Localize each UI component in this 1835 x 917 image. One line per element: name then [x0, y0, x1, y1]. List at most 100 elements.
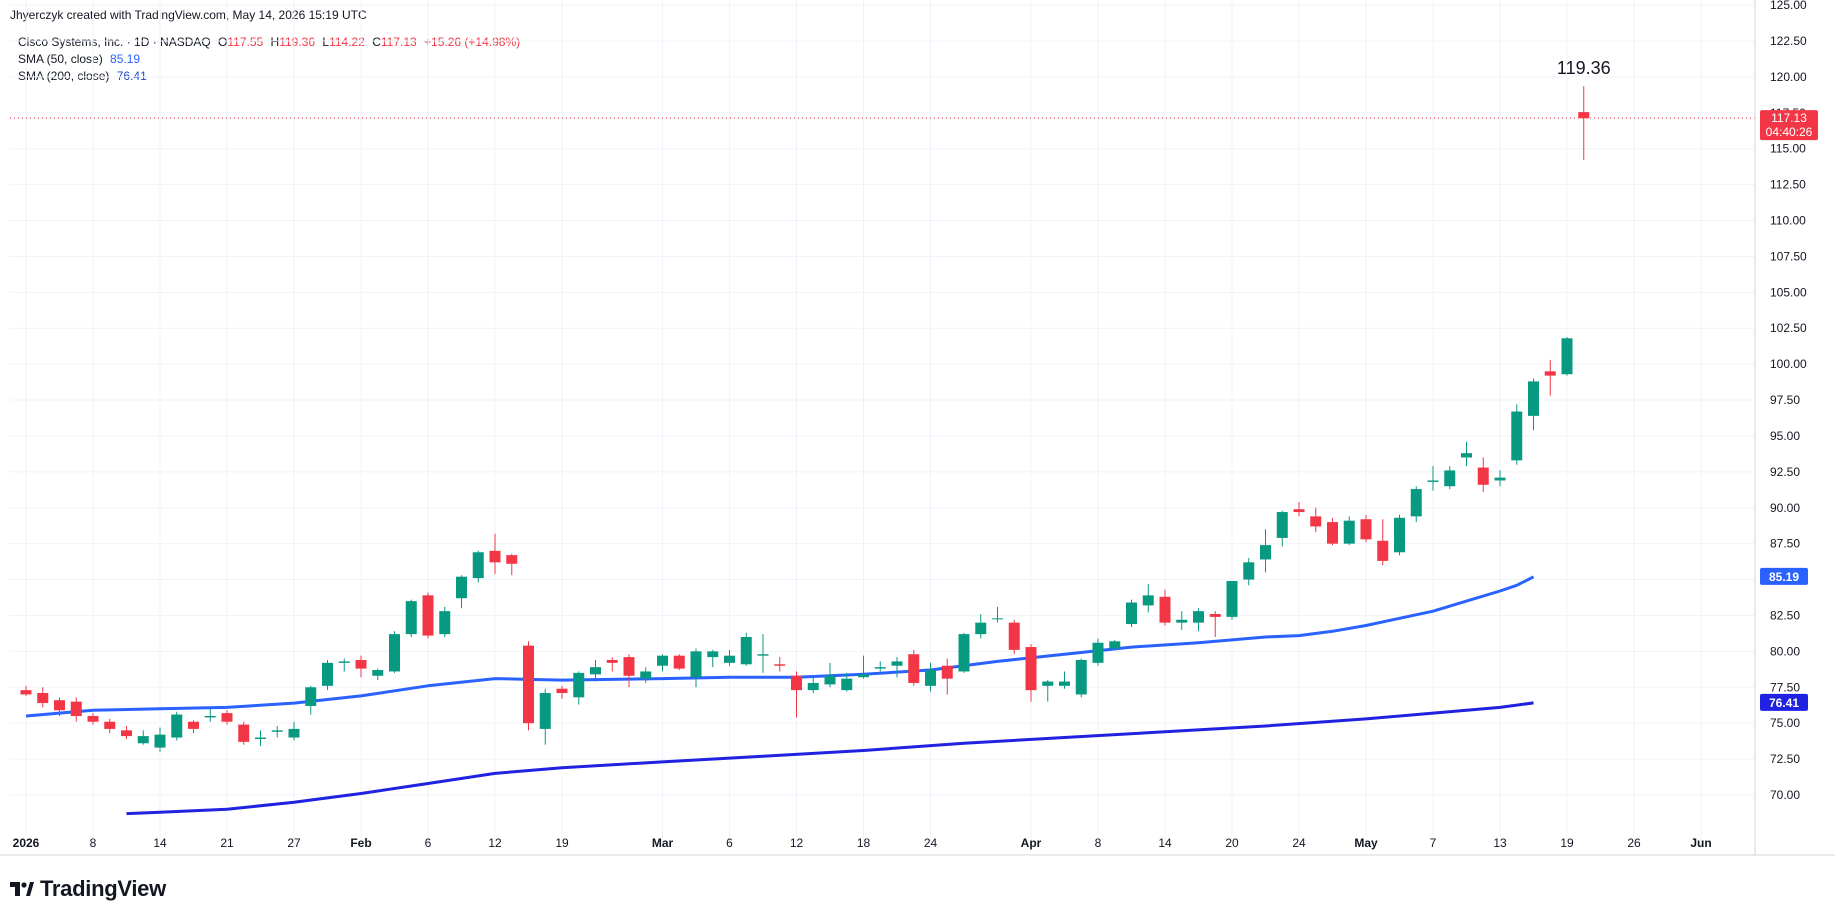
x-tick-label: 26 — [1627, 836, 1641, 850]
x-tick-label: 7 — [1430, 836, 1437, 850]
candle — [1176, 611, 1188, 630]
x-tick-label: May — [1354, 836, 1378, 850]
y-tick-label: 120.00 — [1770, 70, 1807, 84]
candle — [690, 648, 702, 688]
candle-body — [221, 713, 233, 722]
chart-credit: Jhyerczyk created with TradingView.com, … — [10, 8, 367, 22]
candle — [1461, 441, 1472, 467]
candle-body — [1025, 647, 1037, 691]
candle-body — [422, 595, 434, 636]
candle-body — [372, 670, 384, 676]
candle — [1243, 558, 1255, 586]
symbol-legend[interactable]: Cisco Systems, Inc. · 1D · NASDAQ O117.5… — [18, 35, 520, 49]
x-tick-label: 12 — [790, 836, 804, 850]
candle-body — [1561, 338, 1573, 375]
candle — [305, 685, 317, 715]
sma200-tag-label: 76.41 — [1769, 696, 1799, 710]
candle-body — [590, 667, 601, 675]
candle-body — [1109, 641, 1121, 649]
candle — [54, 697, 65, 716]
candle — [422, 592, 434, 639]
candle-body — [1544, 371, 1556, 376]
candle-body — [640, 671, 652, 679]
candle — [389, 631, 400, 673]
candle-body — [1075, 659, 1087, 695]
tradingview-logo[interactable]: TradingView — [10, 876, 166, 902]
candle-body — [623, 657, 635, 676]
candle-body — [858, 674, 869, 678]
candle — [271, 726, 283, 738]
candle — [322, 659, 333, 691]
x-tick-label: Jun — [1690, 836, 1711, 850]
candle-body — [87, 715, 99, 722]
sma50-legend[interactable]: SMA (50, close) 85.19 — [18, 52, 140, 66]
candle-body — [523, 645, 534, 724]
candle — [1193, 608, 1204, 632]
y-tick-label: 70.00 — [1770, 788, 1800, 802]
candle — [137, 730, 149, 745]
y-tick-label: 112.50 — [1770, 178, 1806, 192]
candle-body — [288, 728, 300, 738]
candle — [154, 727, 166, 752]
candle — [707, 649, 719, 668]
candle-body — [1494, 477, 1506, 481]
y-tick-label: 90.00 — [1770, 501, 1800, 515]
candle — [941, 658, 953, 695]
candle — [238, 721, 250, 745]
candle-body — [204, 715, 216, 718]
sma200-label: SMA (200, close) — [18, 69, 110, 83]
candle — [37, 687, 49, 708]
x-tick-label: 27 — [287, 836, 301, 850]
candle — [1075, 658, 1087, 698]
sma50-layer — [25, 575, 1535, 718]
sma50-tag-label: 85.19 — [1769, 570, 1799, 584]
price-axis[interactable]: 70.0072.5075.0077.5080.0082.5085.0087.50… — [1754, 0, 1818, 855]
sma50-line — [25, 575, 1535, 718]
candle-body — [1343, 520, 1355, 544]
candle — [1293, 502, 1305, 517]
candle-body — [707, 651, 719, 658]
candle-body — [1176, 619, 1188, 623]
candle-body — [1477, 467, 1489, 485]
candle — [456, 575, 467, 609]
y-tick-label: 72.50 — [1770, 752, 1800, 766]
candle-body — [891, 661, 903, 666]
x-tick-label: 2026 — [13, 836, 40, 850]
candle-body — [1528, 381, 1539, 416]
candle-body — [389, 634, 400, 672]
candle-body — [841, 678, 853, 691]
candle-body — [121, 730, 132, 737]
candle-body — [757, 654, 769, 656]
candle — [523, 641, 534, 731]
candle-body — [489, 550, 501, 563]
sma200-legend[interactable]: SMA (200, close) 76.41 — [18, 69, 147, 83]
sma200-line — [126, 701, 1534, 816]
symbol-name: Cisco Systems, Inc. · 1D · NASDAQ — [18, 35, 211, 49]
candle-body — [1142, 595, 1154, 606]
candle — [171, 711, 183, 741]
candle — [657, 654, 668, 672]
countdown-label: 04:40:26 — [1766, 125, 1813, 139]
x-tick-label: 19 — [1560, 836, 1574, 850]
candle — [1260, 529, 1271, 573]
time-axis[interactable]: 2026 8 14 21 27 Feb 6 12 19 Mar 6 12 18 24 Apr 8 14 20 24 M… — [0, 836, 1835, 856]
y-tick-label: 95.00 — [1770, 429, 1800, 443]
y-tick-label: 102.50 — [1770, 321, 1807, 335]
sma200-value: 76.41 — [116, 69, 147, 83]
candle — [1494, 470, 1506, 487]
candle — [1477, 457, 1489, 492]
candle-body — [791, 675, 802, 691]
candle-body — [1243, 562, 1255, 580]
candle — [288, 721, 300, 741]
x-tick-label: 24 — [1292, 836, 1306, 850]
x-tick-label: 6 — [726, 836, 733, 850]
candle — [255, 730, 266, 747]
candle-body — [657, 655, 668, 666]
candle — [606, 657, 618, 672]
y-tick-label: 92.50 — [1770, 465, 1800, 479]
candle — [1042, 680, 1054, 702]
candle — [891, 657, 903, 678]
candle — [1360, 514, 1372, 543]
candle — [623, 654, 635, 688]
